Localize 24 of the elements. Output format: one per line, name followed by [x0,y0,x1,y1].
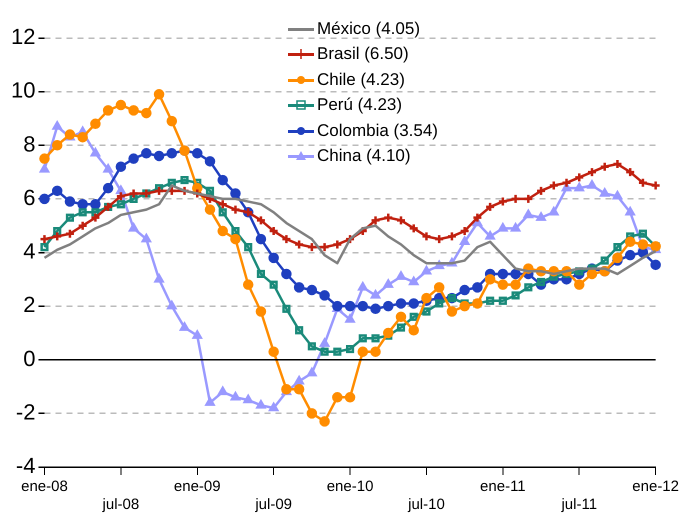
x-tick-label: jul-09 [254,496,292,514]
y-tick-label: -2 [16,399,36,424]
y-tick-label: 8 [23,131,36,156]
y-tick-label: -4 [16,453,36,478]
y-tick-label: 12 [10,24,36,50]
x-tick-label: ene-11 [480,478,526,496]
y-tick-label: 10 [10,78,36,103]
x-tick-label: ene-10 [326,478,374,496]
y-tick-label: 0 [23,346,36,371]
legend-label: Brasil (6.50) [317,44,409,64]
legend-label: Perú (4.23) [317,95,402,116]
legend-label: Chile (4.23) [317,70,405,90]
x-tick-label: ene-08 [21,478,68,496]
x-tick-label: jul-11 [560,496,598,514]
x-tick-label: ene-09 [174,478,221,496]
legend-label: Colombia (3.54) [317,120,438,141]
x-tick-label: jul-10 [407,496,445,514]
y-tick-label: 4 [23,238,36,264]
legend-label: China (4.10) [317,146,411,166]
y-tick-label: 6 [23,184,36,210]
legend-label: México (4.05) [317,18,420,39]
x-tick-label: jul-08 [102,496,140,514]
x-tick-label: ene-12 [632,478,680,496]
y-tick-label: 2 [23,292,36,318]
